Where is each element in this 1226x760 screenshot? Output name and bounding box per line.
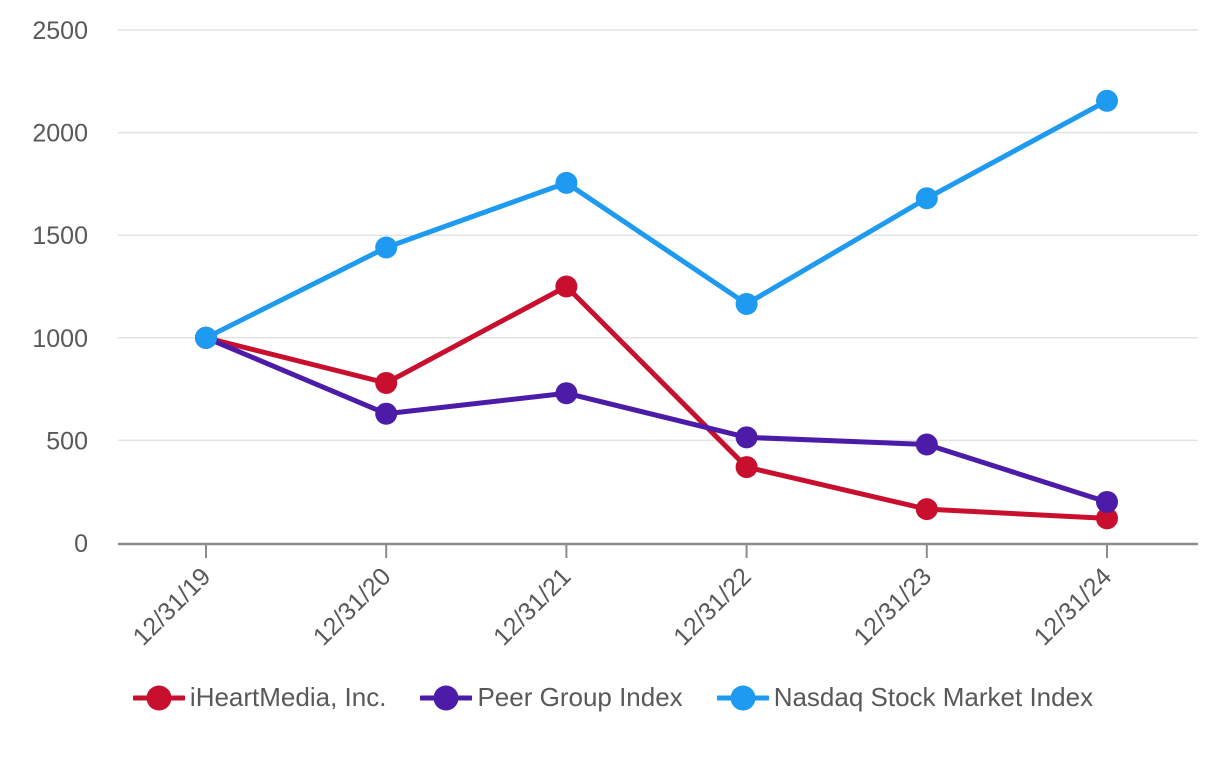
legend-marker-peer-group-icon (420, 685, 473, 710)
y-tick-label: 1500 (32, 222, 88, 250)
legend-label: Nasdaq Stock Market Index (773, 682, 1094, 712)
x-tick-label: 12/31/21 (488, 562, 577, 651)
data-point (555, 382, 578, 405)
series-line-2 (203, 98, 1110, 341)
legend-item-peer-group: Peer Group Index (420, 682, 683, 713)
legend-label: iHeartMedia, Inc. (189, 682, 387, 712)
data-point (915, 433, 938, 456)
x-tick-label: 12/31/22 (668, 562, 757, 651)
data-point (735, 292, 758, 315)
x-axis: 12/31/19 12/31/20 12/31/21 12/31/22 12/31/23… (118, 542, 1198, 651)
data-point (915, 498, 938, 521)
data-point (735, 426, 758, 449)
legend-marker-iheartmedia-icon (132, 685, 185, 710)
x-tick-label: 12/31/20 (308, 562, 397, 651)
y-tick-label: 500 (46, 427, 88, 455)
y-axis-labels: 0 500 1000 1500 2000 2500 (32, 17, 88, 558)
data-point (915, 187, 938, 210)
data-point (375, 371, 398, 394)
data-point (195, 326, 217, 349)
series-layer (195, 89, 1118, 530)
data-point (555, 171, 578, 194)
x-tick-label: 12/31/23 (848, 562, 937, 651)
chart-legend: iHeartMedia, Inc. Peer Group Index Nasda… (0, 682, 1226, 713)
data-point (555, 275, 578, 298)
gridlines (118, 29, 1198, 442)
legend-item-iheartmedia: iHeartMedia, Inc. (132, 682, 387, 713)
series-line-0 (203, 284, 1110, 521)
legend-item-nasdaq: Nasdaq Stock Market Index (716, 682, 1094, 713)
data-point (1096, 507, 1118, 530)
y-tick-label: 1000 (32, 325, 88, 353)
x-tick-label: 12/31/19 (128, 562, 217, 651)
data-point (735, 456, 758, 479)
data-point (1096, 89, 1118, 112)
y-tick-label: 0 (74, 530, 88, 558)
y-tick-label: 2000 (32, 120, 88, 148)
data-point (375, 402, 398, 425)
data-point (375, 236, 398, 259)
x-tick-label: 12/31/24 (1029, 562, 1118, 651)
legend-marker-nasdaq-icon (716, 685, 769, 710)
legend-label: Peer Group Index (477, 682, 683, 712)
y-tick-label: 2500 (32, 17, 88, 45)
data-point (1096, 490, 1118, 513)
series-line-1 (203, 335, 1110, 505)
